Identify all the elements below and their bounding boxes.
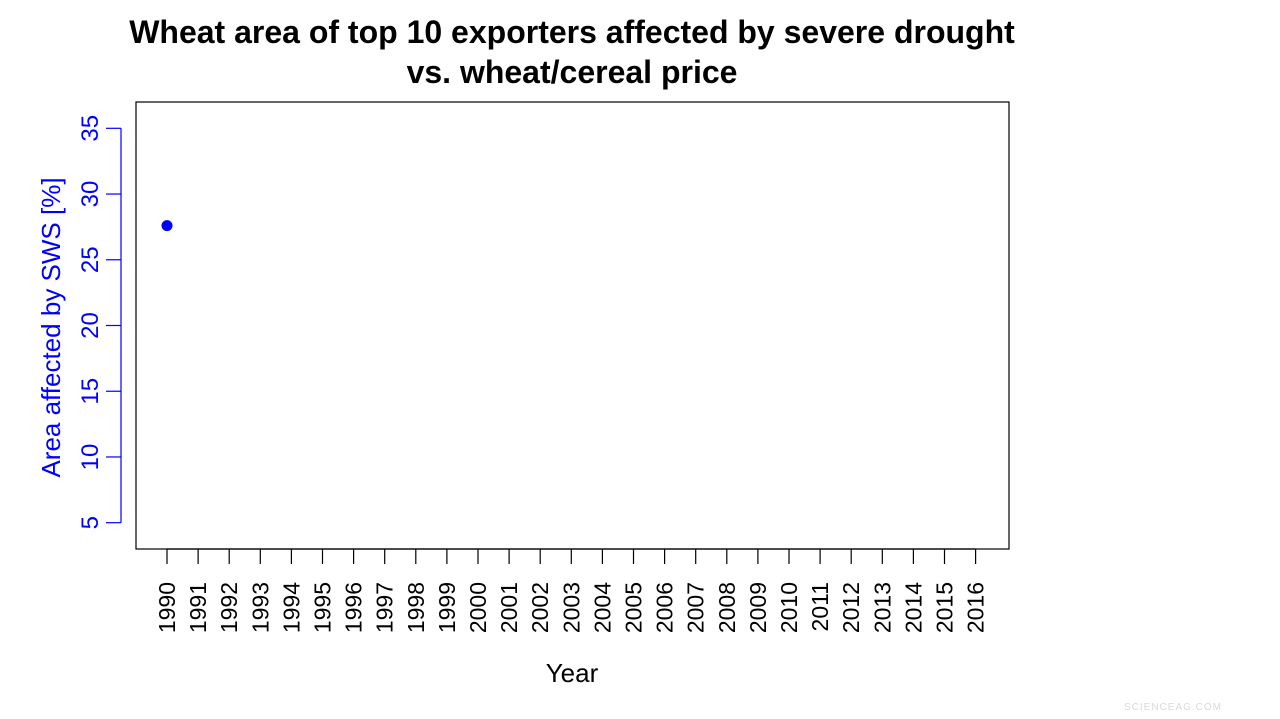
x-tick-label: 2008 xyxy=(714,582,740,633)
x-tick-label: 1999 xyxy=(434,582,460,633)
y-tick-label: 35 xyxy=(77,115,104,142)
x-tick-label: 2011 xyxy=(807,582,833,631)
x-tick-label: 1996 xyxy=(341,582,367,633)
x-tick-label: 1990 xyxy=(154,582,180,633)
x-tick-label: 2016 xyxy=(963,582,989,633)
x-tick-label: 2015 xyxy=(932,582,958,633)
x-tick-label: 2004 xyxy=(589,582,615,633)
x-tick-label: 2006 xyxy=(652,582,678,633)
x-tick-label: 1992 xyxy=(216,582,242,633)
x-tick-label: 1993 xyxy=(247,582,273,633)
y-axis-label: Area affected by SWS [%] xyxy=(36,177,66,477)
x-tick-label: 2001 xyxy=(496,582,522,633)
chart-title-line-1: Wheat area of top 10 exporters affected … xyxy=(129,14,1015,50)
x-tick-label: 2010 xyxy=(776,582,802,633)
data-points xyxy=(161,220,173,232)
x-tick-label: 2009 xyxy=(745,582,771,633)
x-tick-label: 1997 xyxy=(372,582,398,633)
chart-title-line-2: vs. wheat/cereal price xyxy=(407,54,738,90)
x-tick-label: 2007 xyxy=(683,582,709,633)
x-tick-label: 2012 xyxy=(838,582,864,633)
y-tick-label: 15 xyxy=(77,378,104,405)
x-tick-label: 2000 xyxy=(465,582,491,633)
y-tick-label: 5 xyxy=(77,516,104,529)
y-tick-label: 30 xyxy=(77,181,104,208)
y-tick-label: 20 xyxy=(77,312,104,339)
x-tick-label: 2005 xyxy=(621,582,647,633)
plot-frame xyxy=(135,101,1010,550)
data-point xyxy=(161,220,173,232)
x-tick-label: 1994 xyxy=(278,582,304,633)
x-axis-label: Year xyxy=(546,658,599,688)
y-tick-label: 25 xyxy=(77,246,104,273)
x-axis: 1990 1991 1992 1993 1994 1995 1996 1997 1998 1999… xyxy=(154,548,989,633)
x-tick-label: 1995 xyxy=(310,582,336,633)
x-tick-label: 1991 xyxy=(185,582,211,633)
y-axis: 5 10 15 20 25 30 35 xyxy=(77,115,122,529)
watermark: SCIENCEAG.COM xyxy=(1123,702,1222,713)
x-tick-label: 2014 xyxy=(900,582,926,633)
y-tick-label: 10 xyxy=(77,444,104,471)
x-tick-label: 1998 xyxy=(403,582,429,633)
x-tick-label: 2013 xyxy=(869,582,895,633)
x-tick-label: 2003 xyxy=(558,582,584,633)
x-tick-label: 2002 xyxy=(527,582,553,633)
